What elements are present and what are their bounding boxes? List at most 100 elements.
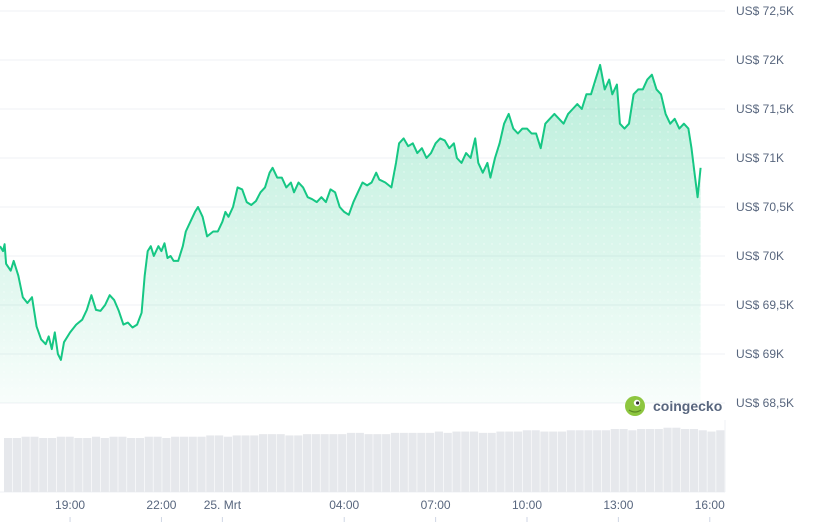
volume-bar bbox=[478, 432, 487, 492]
coingecko-wordmark: coingecko bbox=[653, 398, 722, 414]
y-tick-label: US$ 71K bbox=[736, 151, 784, 165]
volume-bar bbox=[399, 432, 408, 492]
volume-bar bbox=[426, 432, 435, 492]
volume-bar bbox=[171, 436, 180, 492]
volume-bar bbox=[258, 434, 268, 492]
x-tick-label: 07:00 bbox=[421, 498, 451, 512]
volume-bar bbox=[179, 436, 189, 492]
x-axis: 19:00 22:00 25. Mrt 04:00 07:00 10:00 13:00 16:… bbox=[55, 498, 725, 522]
volume-bar bbox=[100, 438, 109, 492]
x-tick-label: 16:00 bbox=[695, 498, 725, 512]
volume-bar bbox=[698, 430, 707, 492]
y-tick-label: US$ 69,5K bbox=[736, 298, 794, 312]
volume-bar bbox=[408, 432, 417, 492]
volume-bar bbox=[672, 427, 681, 492]
volume-bar bbox=[250, 435, 259, 492]
volume-bar bbox=[346, 432, 356, 492]
volume-bar bbox=[39, 438, 48, 492]
y-tick-label: US$ 70,5K bbox=[736, 200, 794, 214]
volume-bar bbox=[557, 431, 567, 492]
y-axis: US$ 72,5K US$ 72K US$ 71,5K US$ 71K US$ 70,5… bbox=[736, 4, 794, 410]
volume-bar bbox=[241, 435, 250, 492]
area-dot-texture bbox=[0, 64, 701, 404]
volume-bar bbox=[4, 438, 13, 492]
volume-bar bbox=[584, 430, 593, 492]
y-tick-label: US$ 69K bbox=[736, 347, 784, 361]
volume-bar bbox=[610, 429, 619, 492]
volume-bar bbox=[461, 431, 470, 492]
volume-bar bbox=[566, 430, 575, 492]
x-tick-label: 19:00 bbox=[55, 498, 85, 512]
volume-bar bbox=[47, 438, 57, 492]
volume-bar bbox=[716, 430, 725, 492]
volume-bar bbox=[56, 436, 65, 492]
coingecko-watermark: coingecko bbox=[625, 396, 722, 416]
volume-bar bbox=[127, 438, 136, 492]
volume-bar bbox=[637, 429, 646, 492]
volume-bar bbox=[65, 436, 74, 492]
price-area bbox=[0, 63, 702, 404]
volume-bar bbox=[689, 429, 699, 492]
volume-bar bbox=[21, 436, 30, 492]
volume-bar bbox=[223, 436, 233, 492]
x-tick-label: 25. Mrt bbox=[204, 498, 242, 512]
volume-bar bbox=[487, 432, 496, 492]
volume-bar bbox=[681, 429, 690, 492]
volume-bar bbox=[311, 434, 320, 492]
volume-bar bbox=[645, 429, 655, 492]
volume-bar bbox=[74, 438, 83, 492]
volume-bar bbox=[232, 435, 241, 492]
volume-bar bbox=[320, 434, 329, 492]
volume-bar bbox=[496, 431, 505, 492]
volume-bar bbox=[153, 436, 162, 492]
volume-bar bbox=[30, 436, 39, 492]
volume-bar bbox=[505, 431, 514, 492]
volume-bar bbox=[628, 430, 637, 492]
x-tick-label: 10:00 bbox=[512, 498, 542, 512]
volume-bar bbox=[206, 435, 215, 492]
volume-bar bbox=[443, 432, 452, 492]
y-tick-label: US$ 72,5K bbox=[736, 4, 794, 18]
volume-bar bbox=[382, 434, 391, 492]
y-tick-label: US$ 68,5K bbox=[736, 396, 794, 410]
volume-bar bbox=[197, 436, 206, 492]
x-tick-label: 04:00 bbox=[329, 498, 359, 512]
volume-bar bbox=[188, 436, 197, 492]
x-tick-label: 13:00 bbox=[603, 498, 633, 512]
volume-bar bbox=[144, 436, 153, 492]
volume-bar bbox=[302, 434, 312, 492]
volume-bar bbox=[329, 434, 338, 492]
volume-bars bbox=[4, 427, 725, 492]
volume-bar bbox=[601, 430, 611, 492]
volume-bar bbox=[373, 434, 382, 492]
volume-bar bbox=[654, 429, 663, 492]
volume-bar bbox=[118, 436, 127, 492]
volume-bar bbox=[285, 435, 294, 492]
x-tick-label: 22:00 bbox=[146, 498, 176, 512]
volume-bar bbox=[294, 435, 303, 492]
volume-bar bbox=[276, 434, 285, 492]
volume-bar bbox=[707, 431, 716, 492]
y-tick-label: US$ 72K bbox=[736, 53, 784, 67]
price-line bbox=[0, 63, 702, 361]
volume-bar bbox=[267, 434, 276, 492]
volume-bar bbox=[215, 435, 224, 492]
volume-bar bbox=[91, 436, 101, 492]
volume-bar bbox=[83, 438, 92, 492]
volume-bar bbox=[549, 431, 558, 492]
volume-bar bbox=[434, 431, 444, 492]
volume-bar bbox=[663, 427, 672, 492]
volume-bar bbox=[522, 430, 531, 492]
volume-bar bbox=[109, 436, 118, 492]
volume-bar bbox=[593, 430, 602, 492]
coingecko-logo-icon bbox=[625, 396, 645, 416]
volume-bar bbox=[540, 431, 549, 492]
y-tick-label: US$ 71,5K bbox=[736, 102, 794, 116]
volume-bar bbox=[364, 434, 373, 492]
volume-bar bbox=[417, 432, 426, 492]
volume-bar bbox=[531, 430, 540, 492]
volume-bar bbox=[12, 438, 21, 492]
volume-bar bbox=[452, 431, 461, 492]
volume-bar bbox=[575, 430, 584, 492]
